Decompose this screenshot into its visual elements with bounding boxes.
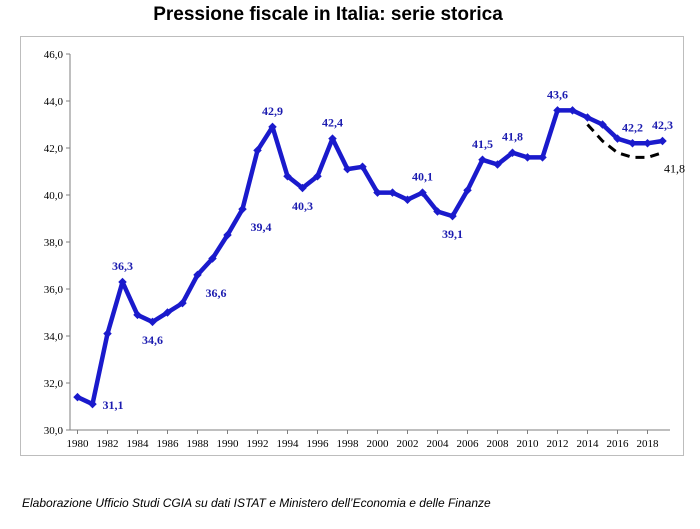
data-point	[118, 277, 127, 287]
data-point	[643, 139, 652, 148]
data-label: 41,5	[472, 137, 493, 151]
chart-title: Pressione fiscale in Italia: serie stori…	[153, 4, 503, 25]
data-point	[133, 310, 142, 320]
x-tick-label: 1994	[277, 438, 300, 450]
data-point	[298, 183, 307, 193]
axes	[69, 54, 670, 431]
data-point	[103, 329, 112, 338]
data-label: 39,1	[442, 227, 463, 241]
source-note: Elaborazione Ufficio Studi CGIA su dati …	[22, 496, 491, 510]
data-point	[493, 160, 502, 169]
series-line-main	[75, 108, 665, 407]
data-point	[313, 171, 322, 181]
data-point	[343, 164, 352, 174]
data-point	[418, 188, 427, 197]
data-label: 42,3	[652, 118, 673, 132]
data-label: 31,1	[103, 398, 124, 412]
data-point	[178, 298, 187, 308]
data-point	[163, 308, 172, 317]
data-point	[448, 211, 457, 221]
x-tick-label: 2010	[517, 438, 540, 450]
data-point	[658, 136, 667, 146]
y-tick-label: 44,0	[44, 96, 64, 108]
data-point	[433, 207, 442, 216]
data-label: 39,4	[251, 220, 272, 234]
y-tick-label: 42,0	[44, 143, 64, 155]
data-point	[358, 162, 367, 172]
data-label: 34,6	[142, 333, 163, 347]
data-label: 42,4	[322, 116, 343, 130]
data-label: 36,3	[112, 259, 133, 273]
y-tick-label: 38,0	[44, 237, 64, 249]
series-group	[73, 106, 667, 409]
data-point	[403, 195, 412, 204]
x-tick-label: 1988	[187, 438, 210, 450]
x-tick-label: 1986	[157, 438, 180, 450]
data-point	[253, 146, 262, 155]
data-label: 40,3	[292, 199, 313, 213]
x-tick-label: 2000	[367, 438, 390, 450]
data-point	[283, 171, 292, 181]
y-tick-label: 40,0	[44, 190, 64, 202]
x-tick-label: 1992	[247, 438, 269, 450]
x-tick-label: 1984	[127, 438, 150, 450]
x-tick-label: 2018	[637, 438, 660, 450]
x-tick-label: 1998	[337, 438, 360, 450]
data-label: 41,8	[502, 130, 523, 144]
y-axis-ticks: 30,0 32,0 34,0 36,0 38,0 40,0 42,0 44,0 46,0	[44, 49, 70, 437]
x-tick-label: 1990	[217, 438, 240, 450]
data-label: 43,6	[547, 87, 568, 101]
data-labels: 31,1 36,3 34,6 36,6 39,4 42,9 40,3 42,4 40,1 39,1…	[103, 87, 686, 412]
chart-frame	[20, 36, 684, 456]
data-point	[88, 399, 97, 409]
data-point	[223, 230, 232, 240]
data-label: 42,2	[622, 120, 643, 134]
y-tick-label: 32,0	[44, 378, 64, 390]
data-point	[388, 188, 397, 197]
data-label: 41,8	[664, 162, 685, 176]
data-point	[73, 392, 82, 402]
series-line-alternative	[586, 123, 663, 159]
x-tick-label: 2004	[427, 438, 450, 450]
y-tick-label: 36,0	[44, 284, 64, 296]
data-point	[373, 188, 382, 197]
data-label: 40,1	[412, 170, 433, 184]
data-point	[268, 122, 277, 132]
x-tick-label: 2002	[397, 438, 419, 450]
data-point	[328, 134, 337, 143]
data-point	[193, 270, 202, 280]
data-label: 36,6	[206, 286, 227, 300]
data-point	[148, 317, 157, 327]
data-label: 42,9	[262, 104, 283, 118]
x-tick-label: 1996	[307, 438, 330, 450]
x-tick-label: 2014	[577, 438, 600, 450]
y-tick-label: 34,0	[44, 331, 64, 343]
x-tick-label: 2006	[457, 438, 480, 450]
x-tick-label: 1982	[97, 438, 119, 450]
data-point	[463, 186, 472, 195]
data-point	[478, 155, 487, 164]
y-tick-label: 30,0	[44, 425, 64, 437]
y-tick-label: 46,0	[44, 49, 64, 61]
x-tick-label: 2016	[607, 438, 630, 450]
x-axis-ticks: 1980 1982 1984 1986 1988 1990 1992 1994 1996 1998…	[67, 430, 660, 450]
x-tick-label: 2012	[547, 438, 569, 450]
x-tick-label: 2008	[487, 438, 510, 450]
data-point	[238, 204, 247, 214]
x-tick-label: 1980	[67, 438, 90, 450]
